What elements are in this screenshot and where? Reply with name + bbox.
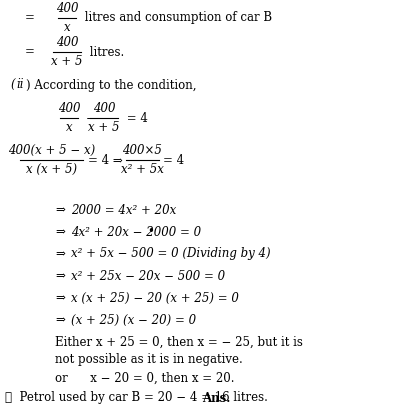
Text: x + 5: x + 5 (88, 121, 120, 134)
Text: not possible as it is in negative.: not possible as it is in negative. (55, 354, 243, 366)
Text: or      x − 20 = 0, then x = 20.: or x − 20 = 0, then x = 20. (55, 371, 235, 384)
Text: x (x + 25) − 20 (x + 25) = 0: x (x + 25) − 20 (x + 25) = 0 (71, 292, 239, 305)
Text: x² + 25x − 20x − 500 = 0: x² + 25x − 20x − 500 = 0 (71, 270, 225, 282)
Text: Ans.: Ans. (202, 391, 231, 404)
Text: =: = (25, 12, 35, 25)
Text: ∴  Petrol used by car B = 20 − 4 = 16 litres.: ∴ Petrol used by car B = 20 − 4 = 16 lit… (5, 391, 272, 404)
Text: = 4: = 4 (123, 111, 148, 124)
Text: x + 5: x + 5 (51, 55, 83, 68)
Text: = 4: = 4 (163, 154, 184, 166)
Text: x (x + 5): x (x + 5) (26, 163, 77, 176)
Text: ⇒: ⇒ (55, 225, 65, 238)
Text: ⇒: ⇒ (55, 248, 65, 260)
Text: −: − (86, 111, 96, 124)
Text: ii: ii (16, 79, 24, 92)
Text: •: • (147, 225, 154, 238)
Text: x: x (66, 121, 72, 134)
Text: 400: 400 (93, 102, 115, 115)
Text: (: ( (10, 79, 15, 92)
Text: 400: 400 (56, 2, 78, 15)
Text: x² + 5x: x² + 5x (121, 163, 164, 176)
Text: litres and consumption of car B: litres and consumption of car B (81, 12, 272, 25)
Text: 400×5: 400×5 (123, 144, 162, 157)
Text: (x + 25) (x − 20) = 0: (x + 25) (x − 20) = 0 (71, 314, 196, 327)
Text: = 4 ⇒: = 4 ⇒ (88, 154, 123, 166)
Text: litres.: litres. (86, 45, 124, 59)
Text: ⇒: ⇒ (55, 270, 65, 282)
Text: ⇒: ⇒ (55, 314, 65, 327)
Text: 4x² + 20x − 2000 = 0: 4x² + 20x − 2000 = 0 (71, 225, 201, 238)
Text: Either x + 25 = 0, then x = − 25, but it is: Either x + 25 = 0, then x = − 25, but it… (55, 335, 303, 349)
Text: x: x (64, 21, 70, 34)
Text: 2000 = 4x² + 20x: 2000 = 4x² + 20x (71, 203, 176, 216)
Text: ) According to the condition,: ) According to the condition, (26, 79, 196, 92)
Text: x² + 5x − 500 = 0 (Dividing by 4): x² + 5x − 500 = 0 (Dividing by 4) (71, 248, 271, 260)
Text: =: = (25, 45, 35, 59)
Text: ⇒: ⇒ (55, 292, 65, 305)
Text: 400: 400 (58, 102, 80, 115)
Text: 400: 400 (56, 36, 78, 49)
Text: ⇒: ⇒ (55, 203, 65, 216)
Text: 400(x + 5 − x): 400(x + 5 − x) (8, 144, 95, 157)
